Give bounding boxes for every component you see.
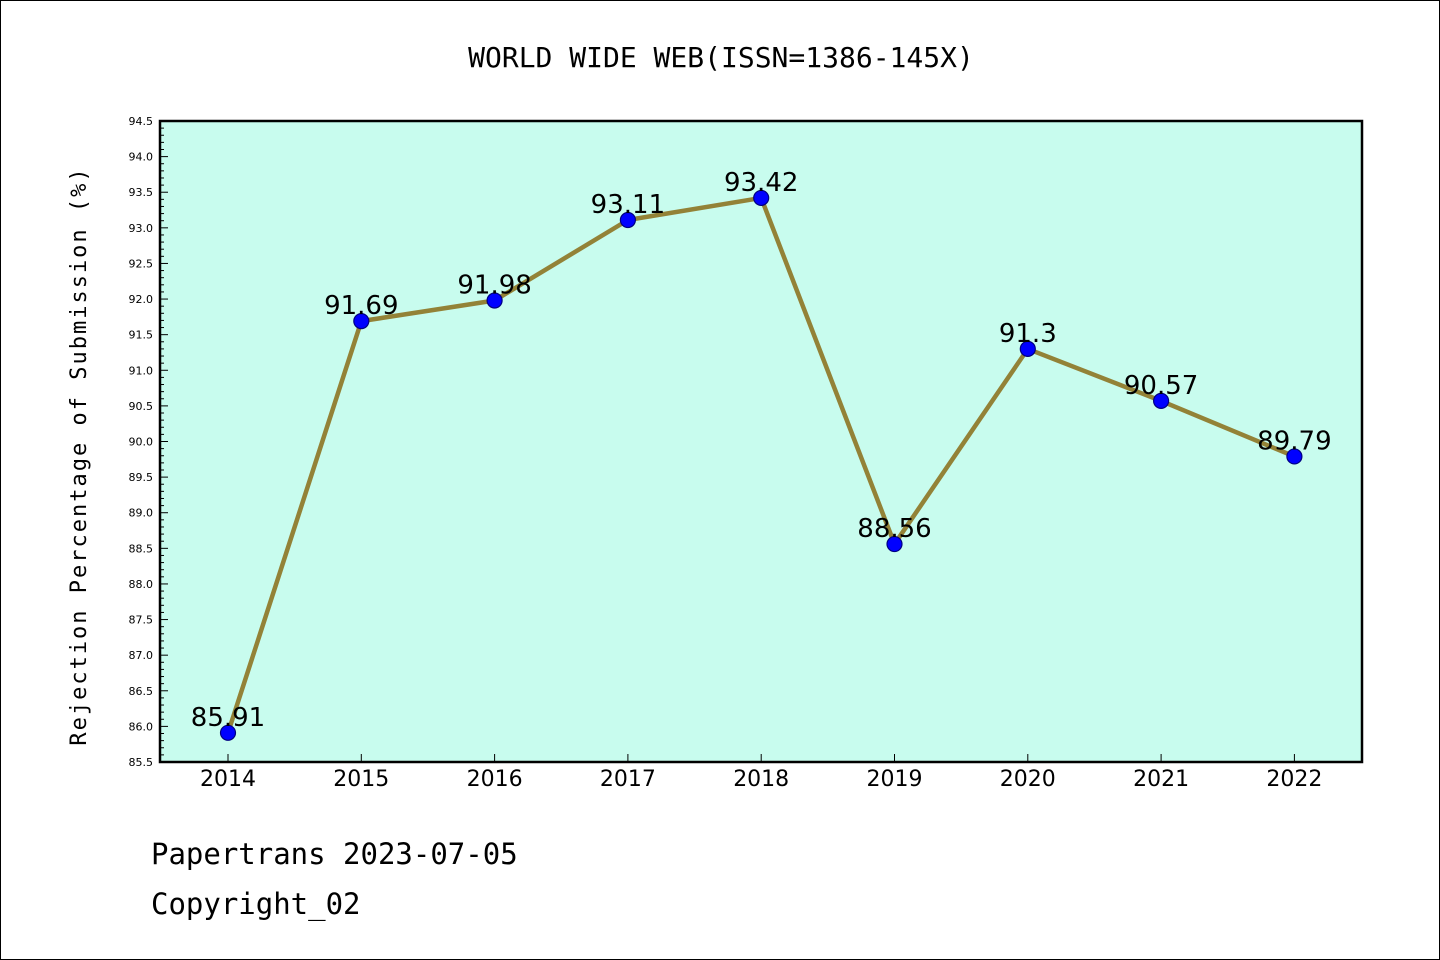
data-point	[619, 211, 637, 229]
x-tick-label: 2020	[1000, 767, 1056, 792]
x-axis: 2014 2015 2016 2017 2018 2019 2020 2021 2022	[200, 754, 1322, 792]
data-point	[753, 189, 770, 207]
plot-area	[160, 121, 1362, 762]
data-point	[886, 535, 903, 553]
x-tick-label: 2016	[467, 767, 523, 792]
y-tick-label: 90.5	[129, 400, 154, 413]
data-label: 91.3	[999, 319, 1057, 349]
y-tick-label: 90.0	[129, 436, 154, 449]
y-axis-label: Rejection Percentage of Submission (%)	[67, 166, 92, 745]
y-axis: 85.5 86.0 86.5 87.0 87.5 88.0 88.5 89.0 89.5 90.0…	[129, 115, 168, 769]
data-point	[353, 313, 370, 330]
x-tick-label: 2018	[733, 767, 789, 792]
y-tick-label: 94.5	[129, 115, 154, 128]
x-tick-label: 2015	[333, 767, 389, 792]
data-label: 91.98	[457, 270, 531, 300]
data-label: 91.69	[324, 291, 398, 321]
y-tick-label: 92.0	[129, 293, 154, 306]
y-tick-label: 93.0	[129, 222, 154, 235]
y-tick-label: 94.0	[129, 151, 154, 164]
x-tick-label: 2022	[1266, 767, 1322, 792]
series-layer	[219, 189, 1303, 741]
x-tick-label: 2014	[200, 767, 256, 792]
data-point	[1152, 392, 1170, 410]
data-label: 88.56	[857, 514, 931, 544]
chart-title: WORLD WIDE WEB(ISSN=1386-145X)	[468, 41, 974, 74]
data-label: 93.42	[724, 168, 798, 198]
y-tick-label: 93.5	[129, 186, 154, 199]
plot-border	[158, 119, 1364, 764]
y-tick-label: 87.5	[129, 614, 154, 627]
y-tick-label: 88.5	[129, 542, 154, 555]
data-point	[486, 292, 503, 309]
data-point	[1286, 448, 1303, 465]
y-tick-label: 89.5	[129, 471, 154, 484]
y-tick-label: 86.5	[129, 685, 154, 698]
y-tick-label: 86.0	[129, 720, 154, 733]
data-label: 90.57	[1124, 371, 1198, 401]
data-point	[219, 724, 237, 741]
y-tick-label: 85.5	[129, 756, 154, 769]
x-tick-label: 2021	[1133, 767, 1189, 792]
x-tick-label: 2017	[600, 767, 656, 792]
y-tick-label: 89.0	[129, 507, 154, 520]
data-point	[1019, 340, 1036, 358]
y-tick-label: 92.5	[129, 257, 154, 270]
data-label: 89.79	[1257, 426, 1331, 456]
y-tick-label: 91.5	[129, 329, 154, 342]
y-tick-label: 91.0	[129, 364, 154, 377]
y-tick-label: 88.0	[129, 578, 154, 591]
data-label: 93.11	[591, 190, 665, 220]
y-tick-label: 87.0	[129, 649, 154, 662]
footer-copyright: Copyright_02	[151, 887, 361, 921]
x-tick-label: 2019	[867, 767, 923, 792]
data-label: 85.91	[191, 703, 265, 733]
footer-publisher-date: Papertrans 2023-07-05	[151, 837, 518, 871]
data-labels: 85.91 91.69 91.98 93.11 93.42 88.56 91.3 90.57 8…	[191, 168, 1332, 733]
